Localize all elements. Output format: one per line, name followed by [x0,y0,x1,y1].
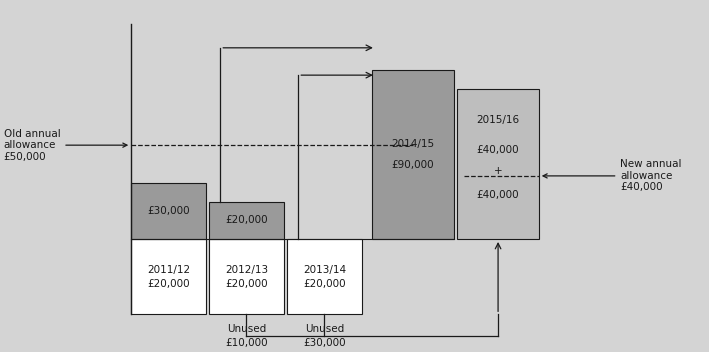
Bar [287,239,362,314]
Text: £90,000: £90,000 [391,160,435,170]
Bar [209,201,284,239]
Text: £40,000: £40,000 [476,145,520,155]
Text: £30,000: £30,000 [147,206,190,216]
Text: 2014/15: 2014/15 [391,139,435,149]
Bar [209,239,284,314]
Text: Unused
£10,000: Unused £10,000 [225,325,268,348]
Text: Old annual
allowance
£50,000: Old annual allowance £50,000 [4,128,127,162]
Text: +: + [493,166,503,176]
Bar [457,89,539,239]
Text: 2011/12
£20,000: 2011/12 £20,000 [147,265,190,289]
Bar [372,70,454,239]
Bar [131,183,206,239]
Text: Unused
£30,000: Unused £30,000 [303,325,346,348]
Text: New annual
allowance
£40,000: New annual allowance £40,000 [543,159,682,193]
Text: 2012/13
£20,000: 2012/13 £20,000 [225,265,268,289]
Text: 2013/14
£20,000: 2013/14 £20,000 [303,265,346,289]
Text: 2015/16: 2015/16 [476,114,520,125]
Text: £40,000: £40,000 [476,190,520,200]
Text: £20,000: £20,000 [225,215,268,225]
Bar [131,239,206,314]
